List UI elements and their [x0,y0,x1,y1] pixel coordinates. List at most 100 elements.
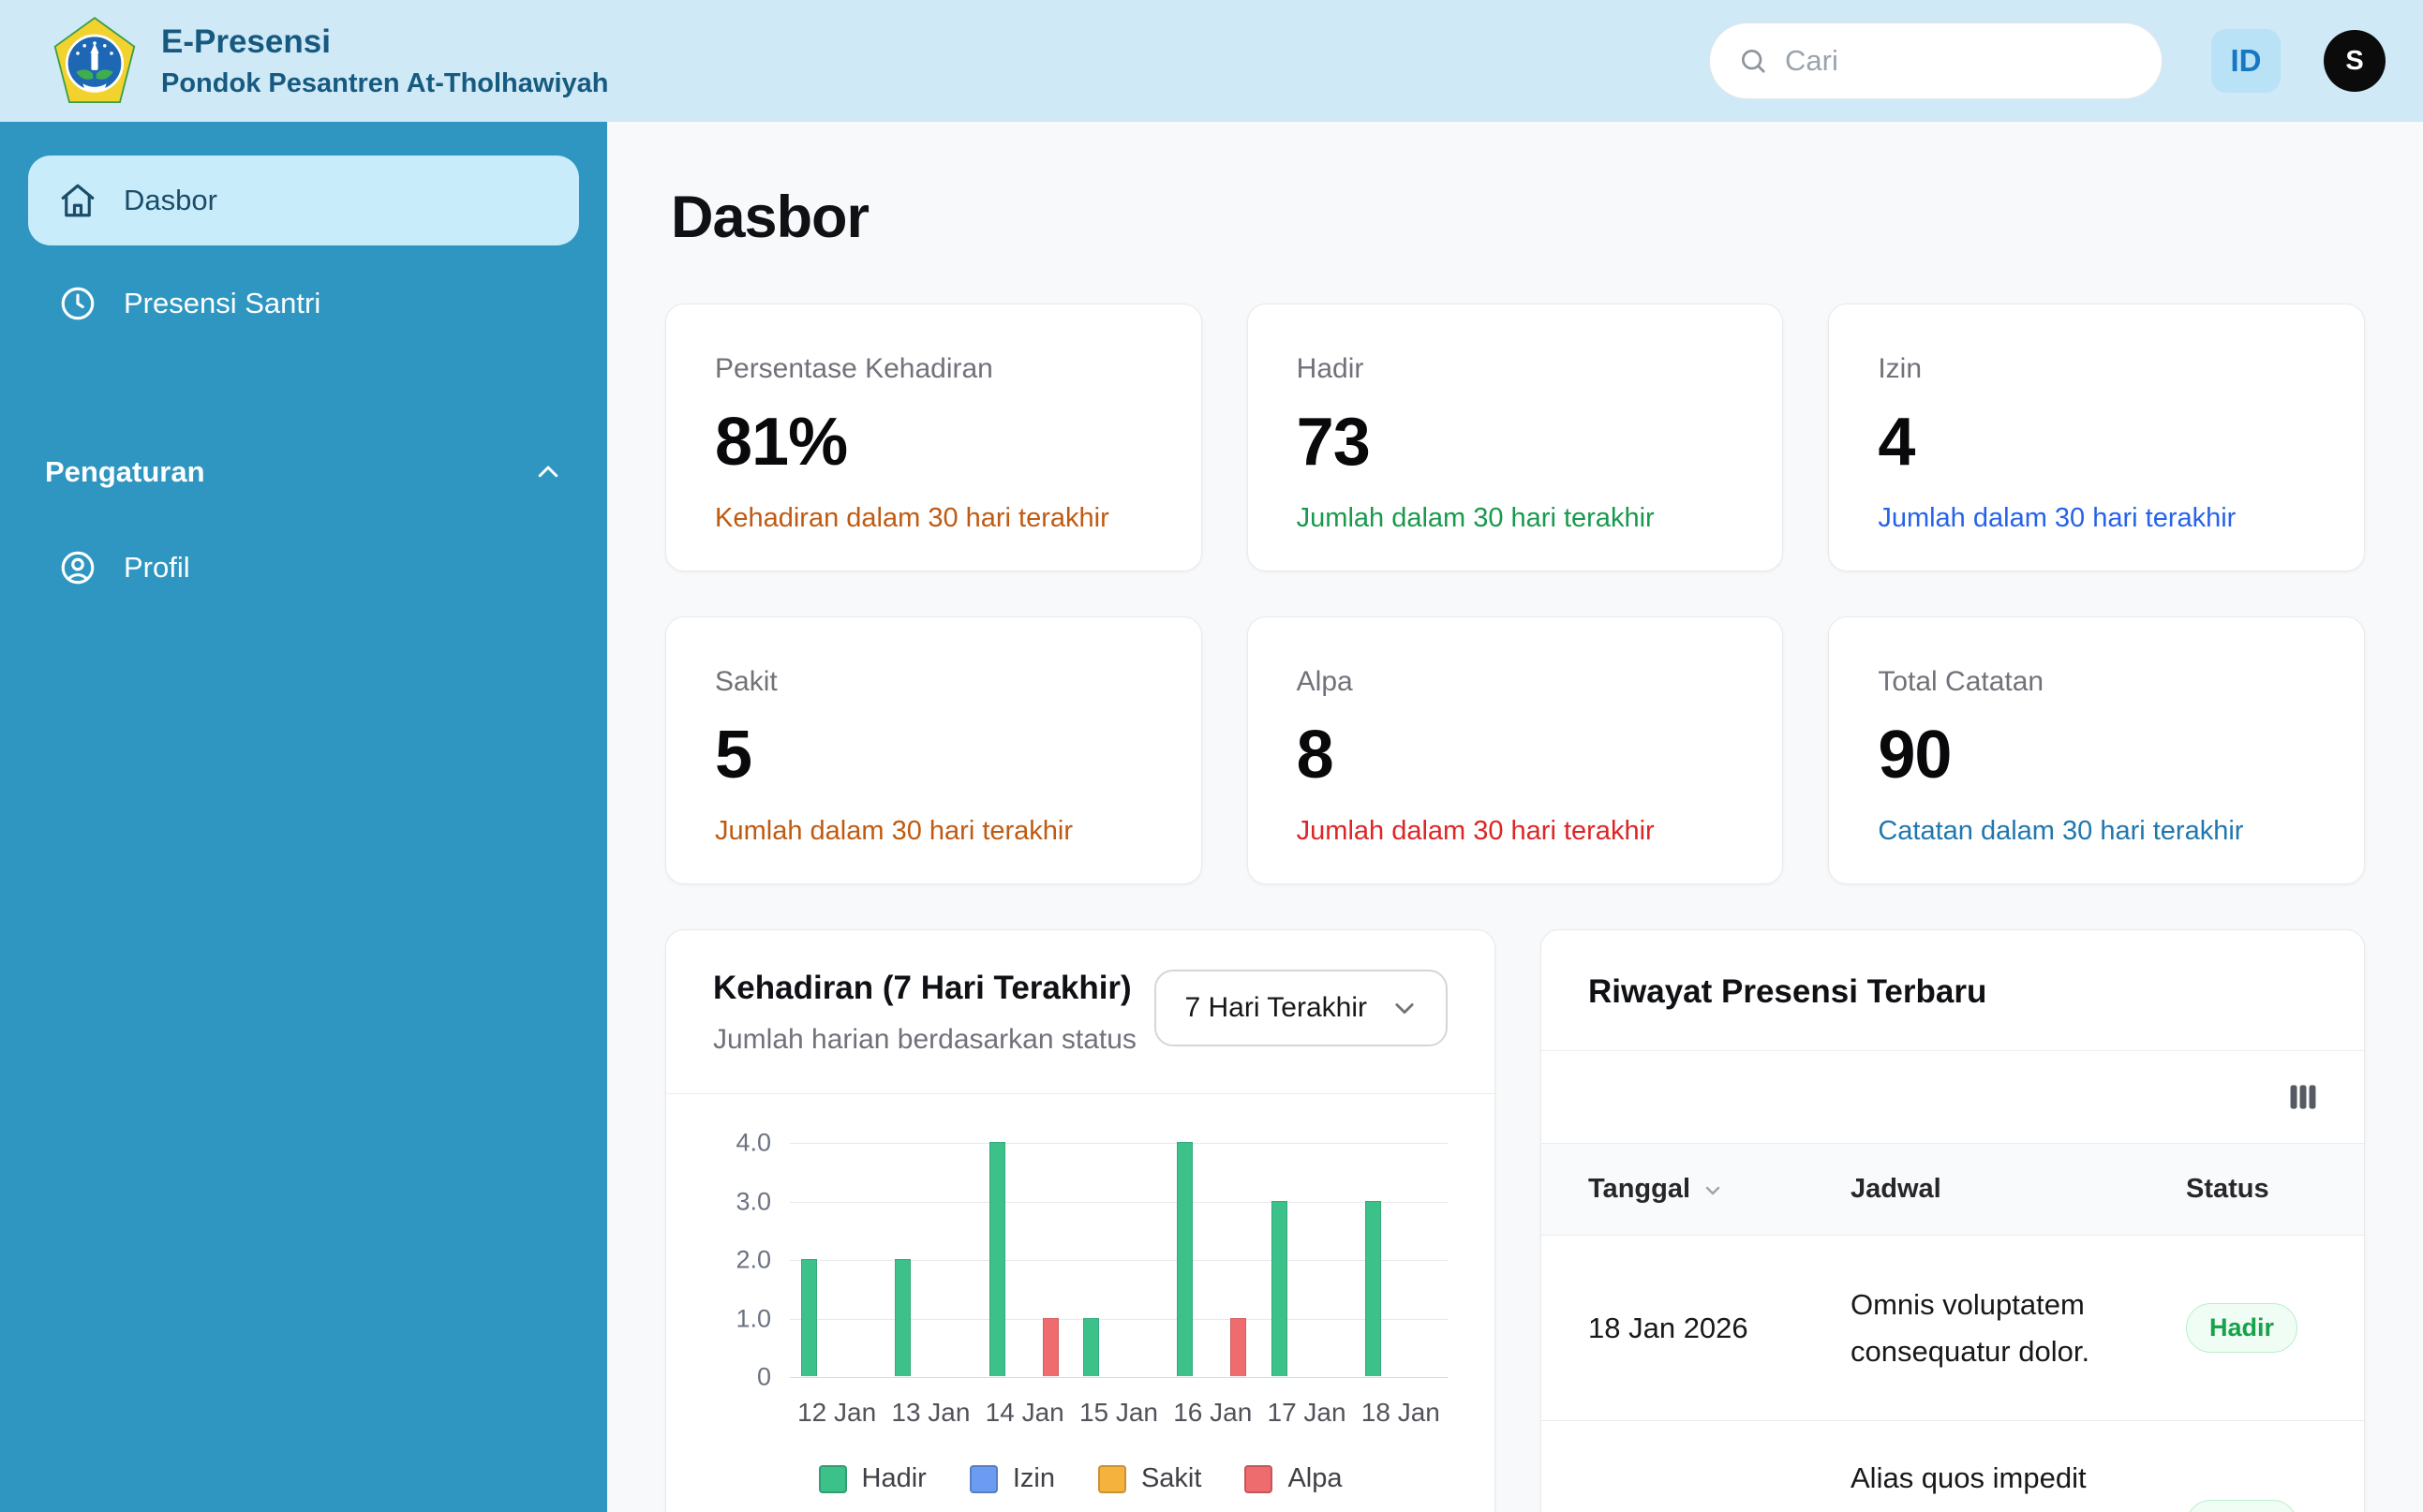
stat-card-title: Persentase Kehadiran [715,353,993,384]
gridline [790,1377,1448,1378]
column-header-jadwal: Jadwal [1851,1174,1941,1204]
column-header-status: Status [2186,1174,2269,1204]
y-axis-label: 1.0 [736,1304,771,1332]
chart-bar-hadir [1364,1200,1381,1376]
x-axis-label: 14 Jan [985,1398,1064,1427]
x-axis-label: 17 Jan [1267,1398,1346,1427]
chart-legend: Hadir Izin Sakit Alpa [713,1463,1448,1494]
x-axis-label: 13 Jan [891,1398,971,1427]
bar-group [1354,1143,1448,1377]
y-axis-label: 3.0 [736,1187,771,1215]
bar-group [790,1143,884,1377]
chart-bar-hadir [1082,1317,1099,1376]
stat-card-subtitle: Jumlah dalam 30 hari terakhir [1878,503,2237,533]
cell-tanggal: 18 Jan 2026 [1588,1311,1748,1344]
range-select[interactable]: 7 Hari Terakhir [1154,970,1448,1046]
app-title-block: E-Presensi Pondok Pesantren At-Tholhawiy… [161,23,608,99]
status-badge: Hadir [2186,1303,2298,1353]
stat-card-value: 8 [1296,718,1334,793]
columns-icon [2290,1085,2316,1109]
gridline [790,1318,1448,1320]
chart-x-axis: 12 Jan 13 Jan 14 Jan 15 Jan 16 Jan 17 Jan 18 J… [790,1398,1448,1428]
chart-bar-hadir [895,1259,912,1376]
search-icon [1742,50,1765,73]
stat-card: Sakit 5 Jumlah dalam 30 hari terakhir [665,616,1202,884]
avatar[interactable]: S [2324,30,2386,92]
sidebar: Dasbor Presensi Santri Pengaturan Profil [0,122,607,1512]
chart-plot [790,1142,1448,1378]
stat-card-subtitle: Jumlah dalam 30 hari terakhir [1296,503,1655,533]
home-icon [61,184,95,217]
bar-group [1166,1142,1259,1377]
legend-label: Alpa [1287,1463,1343,1493]
x-axis-label: 18 Jan [1360,1398,1440,1427]
bar-chart: 4.0 3.0 2.0 1.0 0 [713,1129,1448,1391]
x-axis-label: 12 Jan [797,1398,877,1427]
sidebar-item-dasbor[interactable]: Dasbor [28,156,579,245]
search-bar[interactable] [1709,22,2163,99]
chart-subtitle: Jumlah harian berdasarkan status [713,1024,1137,1055]
column-header-tanggal[interactable]: Tanggal [1588,1174,1851,1205]
search-input[interactable] [1785,44,2159,78]
chart-bar-alpa [1230,1317,1247,1376]
pesantren-logo-icon [53,16,136,103]
sidebar-item-label: Presensi Santri [124,287,321,319]
gridline [790,1201,1448,1203]
sidebar-item-profil[interactable]: Profil [28,523,579,613]
app-subtitle: Pondok Pesantren At-Tholhawiyah [161,67,609,98]
range-select-value: 7 Hari Terakhir [1184,992,1367,1023]
chevron-down-icon [1395,1003,1414,1015]
locale-button[interactable]: ID [2211,29,2281,93]
stat-card: Izin 4 Jumlah dalam 30 hari terakhir [1828,304,2365,571]
stat-card: Hadir 73 Jumlah dalam 30 hari terakhir [1246,304,1784,571]
table-body: 18 Jan 2026 Omnis voluptatem consequatur… [1541,1235,2364,1512]
attendance-chart-card: Kehadiran (7 Hari Terakhir) Jumlah haria… [665,929,1495,1512]
x-axis-label: 15 Jan [1078,1398,1159,1427]
stat-card-title: Sakit [715,666,778,697]
column-settings-button[interactable] [2285,1079,2321,1115]
legend-swatch [1244,1464,1273,1493]
page-title: Dasbor [671,185,870,250]
app-title: E-Presensi [161,22,331,60]
cell-jadwal: Alias quos impedit molestiae consectetur… [1851,1461,2087,1512]
x-axis-label: 16 Jan [1173,1398,1253,1427]
stat-card-title: Hadir [1296,353,1364,384]
stat-card: Persentase Kehadiran 81% Kehadiran dalam… [665,304,1202,571]
chart-bar-hadir [801,1259,818,1376]
recent-attendance-card: Riwayat Presensi Terbaru Tanggal [1540,929,2365,1512]
stat-card-subtitle: Jumlah dalam 30 hari terakhir [715,816,1074,846]
stat-card-value: 90 [1878,718,1952,793]
bar-group [1072,1143,1166,1377]
table-header-row: Tanggal Jadwal Status [1541,1143,2364,1235]
y-axis-label: 0 [756,1362,771,1391]
legend-label: Izin [1012,1463,1055,1493]
chevron-up-icon [538,466,558,478]
gridline [790,1260,1448,1261]
stat-card-value: 5 [715,718,752,793]
legend-swatch [1097,1464,1126,1493]
table-row: 18 Jan 2026 Omnis voluptatem consequatur… [1541,1235,2364,1420]
chevron-down-icon [1705,1186,1720,1194]
legend-label: Hadir [861,1463,927,1493]
legend-swatch [818,1464,847,1493]
stat-card-value: 73 [1296,405,1371,480]
stat-card-value: 4 [1878,405,1915,480]
stat-card-title: Izin [1878,353,1923,384]
sidebar-section-pengaturan[interactable]: Pengaturan [28,442,579,502]
stat-card: Alpa 8 Jumlah dalam 30 hari terakhir [1246,616,1784,884]
user-circle-icon [61,551,95,585]
stat-card: Total Catatan 90 Catatan dalam 30 hari t… [1828,616,2365,884]
status-badge: Hadir [2186,1499,2298,1512]
table-title: Riwayat Presensi Terbaru [1588,973,1987,1010]
stat-card-title: Total Catatan [1878,666,2044,697]
stat-card-title: Alpa [1296,666,1353,697]
sidebar-item-presensi-santri[interactable]: Presensi Santri [28,259,579,348]
chart-bar-alpa [1042,1317,1059,1376]
legend-label: Sakit [1140,1463,1202,1493]
app-header: E-Presensi Pondok Pesantren At-Tholhawiy… [0,0,2423,122]
stat-card-subtitle: Jumlah dalam 30 hari terakhir [1296,816,1655,846]
legend-item-izin: Izin [969,1463,1055,1494]
bar-group [884,1143,977,1377]
main-content: Dasbor Persentase Kehadiran 81% Kehadira… [607,122,2423,1512]
chart-y-axis: 4.0 3.0 2.0 1.0 0 [713,1129,773,1391]
